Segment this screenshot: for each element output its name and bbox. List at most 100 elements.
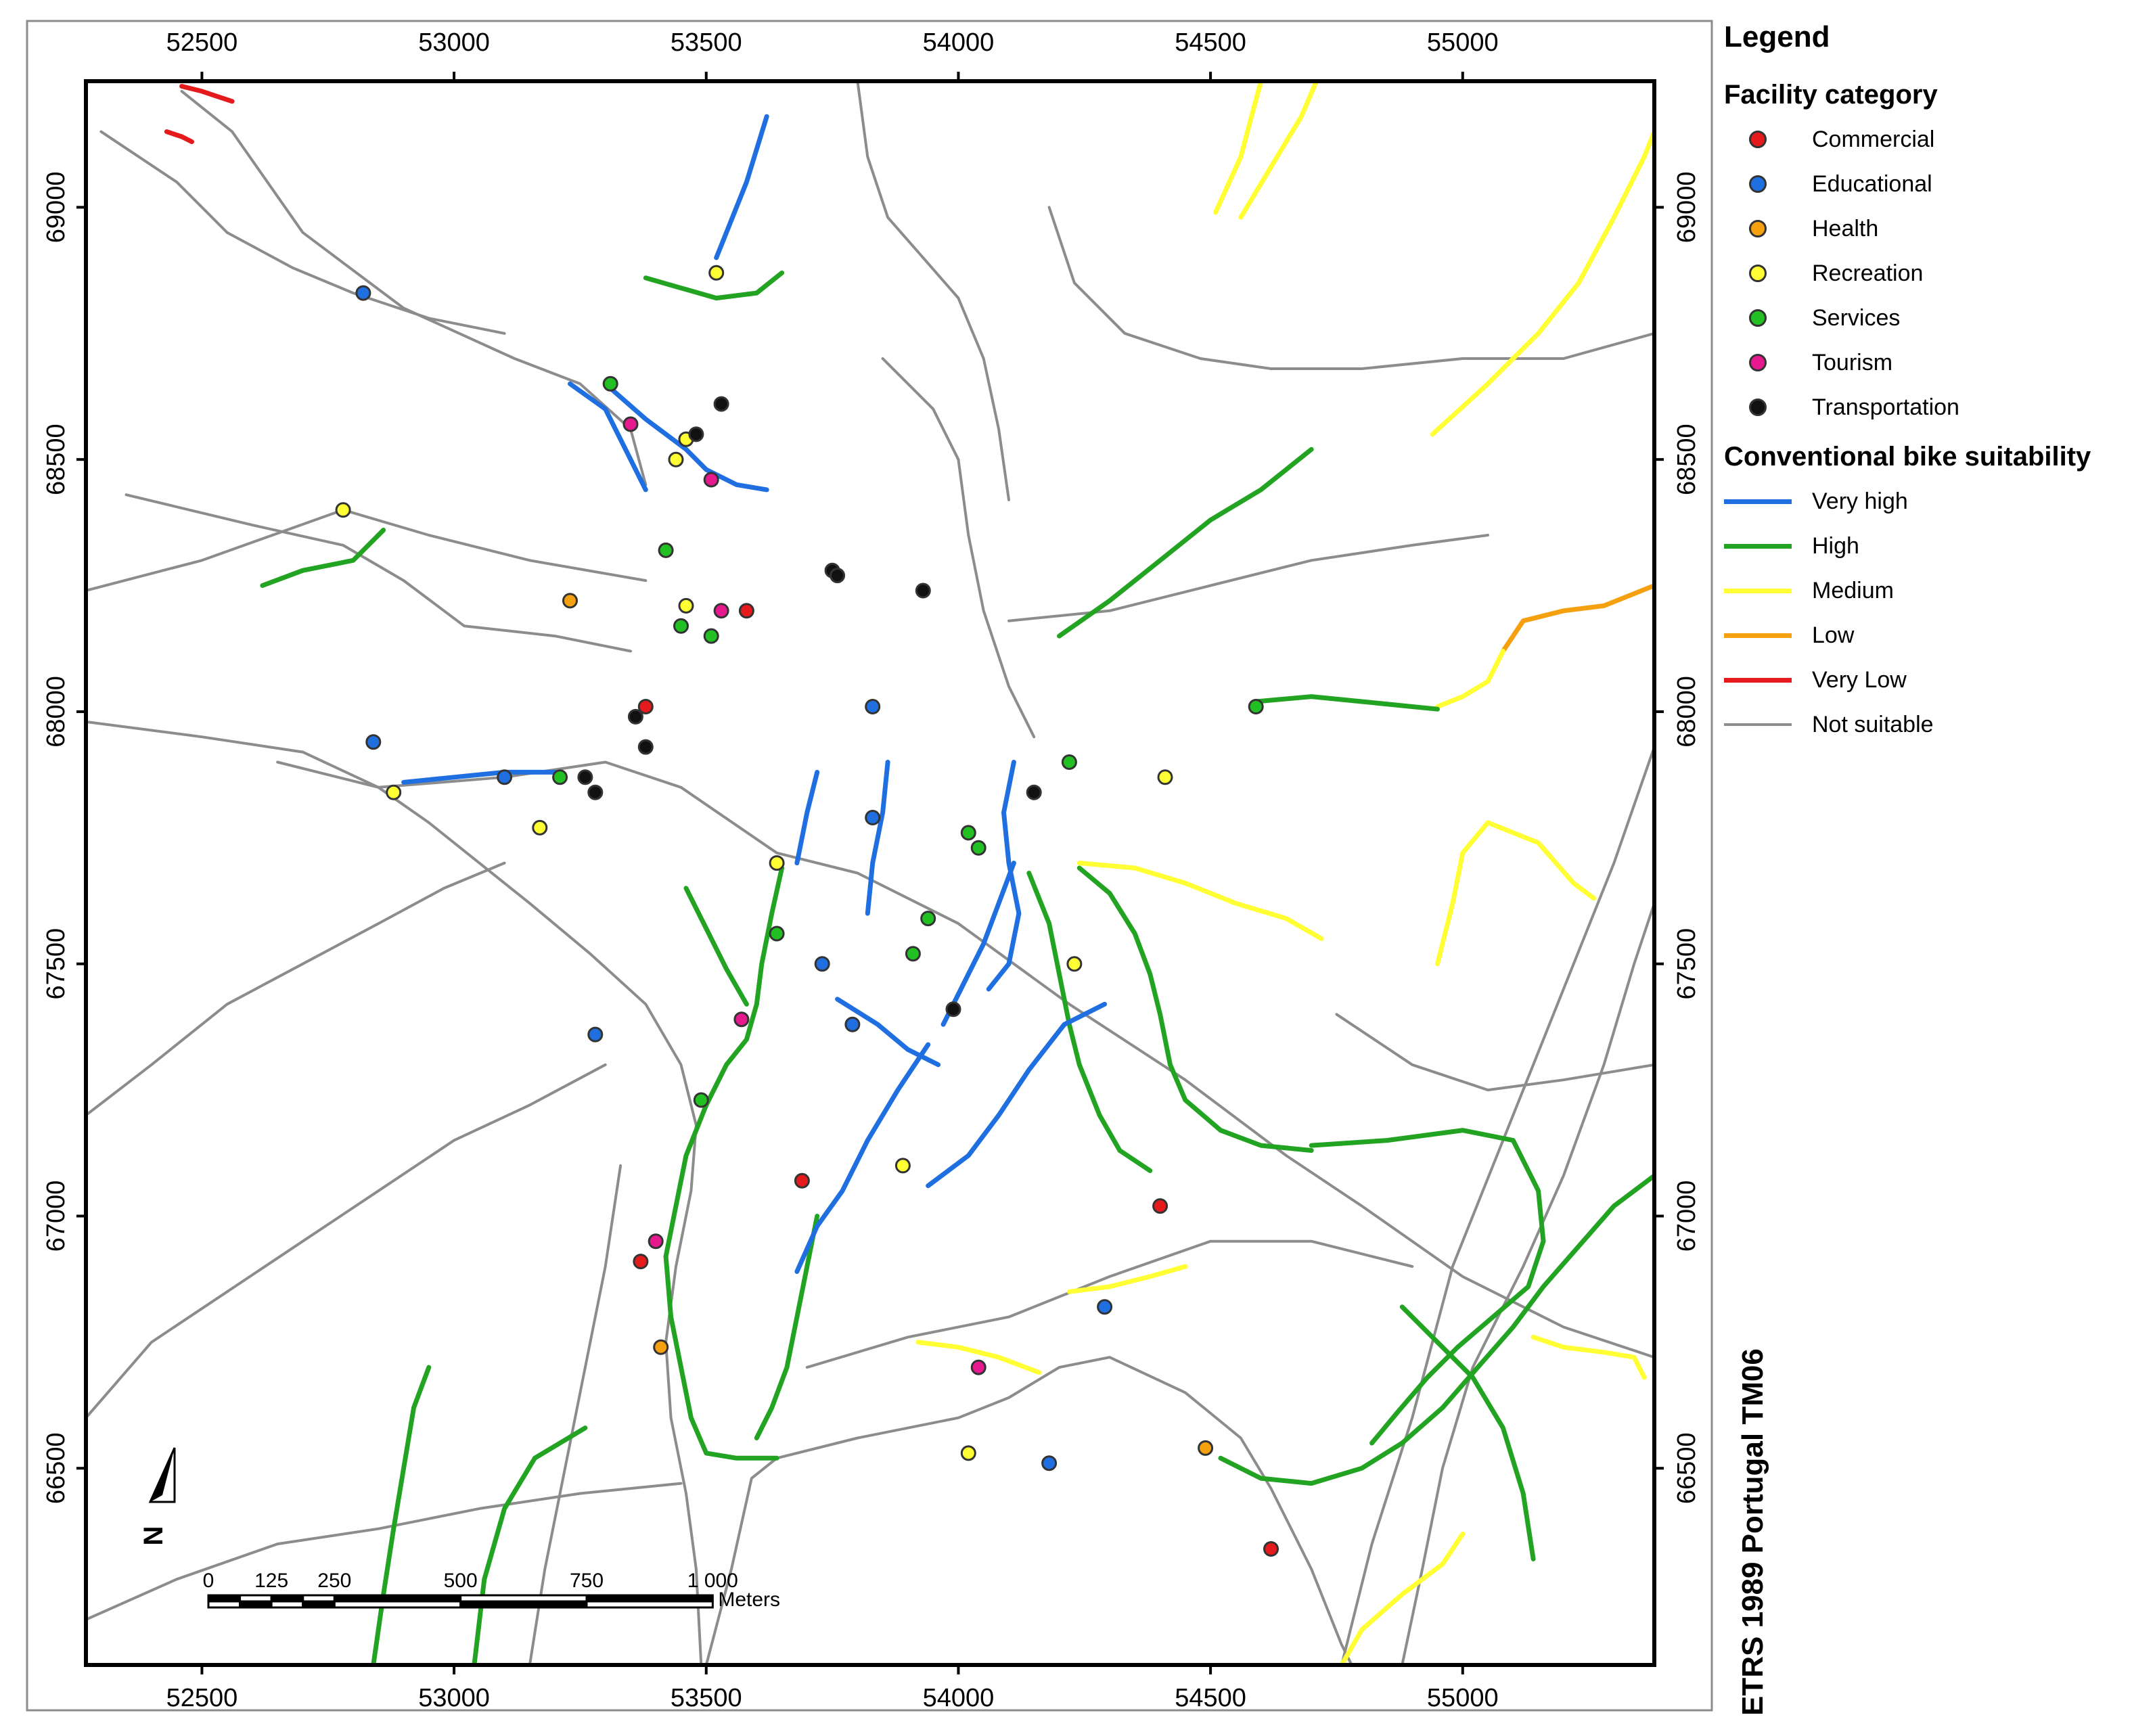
legend-item-commercial: Commercial xyxy=(1724,117,2123,162)
facility-marker-recreation xyxy=(678,597,694,614)
legend-item-health: Health xyxy=(1724,206,2123,251)
y-tick-label-right: 68500 xyxy=(1673,424,1701,495)
y-tick-label-right: 67000 xyxy=(1673,1181,1701,1252)
legend-item-educational: Educational xyxy=(1724,162,2123,206)
legend-label: Low xyxy=(1812,622,1855,648)
route-segment-high xyxy=(663,1254,779,1461)
scale-bar-segment-bottom xyxy=(302,1600,336,1609)
facility-marker-educational xyxy=(497,769,513,785)
y-tick-label-left: 66500 xyxy=(42,1432,70,1504)
legend-item-not-suitable: Not suitable xyxy=(1724,702,2123,747)
facility-marker-services xyxy=(552,769,568,785)
route-segment-medium xyxy=(1238,81,1319,220)
facility-marker-educational xyxy=(1041,1455,1058,1471)
legend-facility-title: Facility category xyxy=(1724,80,1938,110)
scale-bar-label: 0 xyxy=(203,1570,214,1592)
scale-bar-segment-bottom xyxy=(239,1600,273,1609)
legend-item-tourism: Tourism xyxy=(1724,340,2123,385)
scale-bar-unit: Meters xyxy=(718,1589,780,1611)
route-segment-high xyxy=(1253,694,1440,712)
facility-marker-transportation xyxy=(945,1001,961,1018)
facility-marker-transportation xyxy=(688,426,704,442)
route-segment-medium xyxy=(1213,81,1264,215)
facility-marker-health xyxy=(562,593,578,609)
legend-item-recreation: Recreation xyxy=(1724,251,2123,296)
scale-bar-segment-bottom xyxy=(207,1600,242,1609)
facility-marker-transportation xyxy=(915,583,931,599)
legend-item-services: Services xyxy=(1724,296,2123,340)
x-tick-label-bottom: 55000 xyxy=(1427,1684,1499,1712)
legend-label: Commercial xyxy=(1812,126,1935,152)
route-segment-high xyxy=(1309,1128,1546,1446)
facility-marker-transportation xyxy=(587,784,604,800)
facility-marker-transportation xyxy=(627,708,643,725)
y-tick-label-left: 68000 xyxy=(42,676,70,748)
facility-marker-tourism xyxy=(703,472,719,488)
route-segment-not-suitable xyxy=(704,1356,1353,1665)
legend-item-very-high: Very high xyxy=(1724,479,2123,524)
legend-line-icon xyxy=(1724,543,1792,549)
route-segment-not-suitable xyxy=(180,89,648,486)
scale-bar-segment-bottom xyxy=(333,1600,462,1609)
route-segment-not-suitable xyxy=(99,130,506,335)
legend-dot-icon xyxy=(1749,309,1767,327)
facility-marker-recreation xyxy=(960,1445,976,1461)
route-segment-high xyxy=(683,886,749,1007)
route-segment-not-suitable xyxy=(528,1164,622,1665)
legend-dot-icon xyxy=(1749,220,1767,237)
y-tick-label-left: 67500 xyxy=(42,928,70,1000)
facility-marker-transportation xyxy=(577,769,593,785)
legend-label: Educational xyxy=(1812,170,1932,197)
scale-bar-segment-bottom xyxy=(585,1600,714,1609)
legend-label: Very Low xyxy=(1812,666,1907,693)
route-segment-not-suitable xyxy=(1335,1013,1654,1092)
route-segment-high xyxy=(754,1214,820,1440)
scale-bar-segment-bottom xyxy=(270,1600,304,1609)
x-tick-label-top: 52500 xyxy=(166,28,238,57)
y-tick-label-right: 66500 xyxy=(1673,1432,1701,1504)
facility-marker-educational xyxy=(814,956,830,972)
facility-marker-transportation xyxy=(830,568,846,584)
facility-marker-transportation xyxy=(713,396,729,412)
x-tick-label-top: 54500 xyxy=(1175,28,1246,57)
route-segment-not-suitable xyxy=(86,720,703,1665)
route-segment-very-low xyxy=(179,84,235,104)
facility-marker-recreation xyxy=(532,819,548,836)
y-tick-label-left: 68500 xyxy=(42,424,70,495)
route-segment-very-high xyxy=(794,1042,931,1274)
route-segment-very-high xyxy=(714,114,769,260)
facility-marker-services xyxy=(1061,754,1077,770)
x-tick-label-bottom: 54500 xyxy=(1175,1684,1246,1712)
facility-marker-recreation xyxy=(335,502,351,518)
route-segment-very-high xyxy=(940,861,1016,1027)
route-segment-high xyxy=(1076,865,1314,1153)
legend-symbol xyxy=(1724,588,1792,593)
route-segment-medium xyxy=(1066,1264,1188,1294)
facility-marker-recreation xyxy=(894,1158,911,1174)
y-tick-label-left: 69000 xyxy=(42,172,70,244)
x-tick-label-bottom: 54000 xyxy=(923,1684,995,1712)
scale-bar-label: 250 xyxy=(317,1570,351,1592)
x-tick-label-bottom: 53500 xyxy=(671,1684,742,1712)
legend-symbol xyxy=(1724,220,1792,237)
legend-symbol xyxy=(1724,633,1792,638)
facility-marker-recreation xyxy=(769,855,785,871)
facility-marker-services xyxy=(673,618,689,634)
legend: Legend Facility category Commercial Educa… xyxy=(1724,20,2123,747)
route-segment-medium xyxy=(1076,861,1324,941)
legend-title: Legend xyxy=(1724,20,1830,53)
x-tick-label-top: 54000 xyxy=(923,28,995,57)
x-tick-label-top: 53500 xyxy=(671,28,742,57)
route-segment-not-suitable xyxy=(1047,206,1654,370)
facility-marker-recreation xyxy=(1066,956,1083,972)
route-segment-medium xyxy=(915,1340,1042,1375)
facility-marker-commercial xyxy=(1152,1198,1169,1214)
route-segment-not-suitable xyxy=(124,493,632,653)
north-arrow-icon: N xyxy=(139,1447,176,1545)
legend-label: Recreation xyxy=(1812,260,1924,286)
facility-marker-educational xyxy=(365,734,382,750)
route-segment-high xyxy=(1218,1173,1654,1486)
facility-marker-recreation xyxy=(1157,769,1173,785)
route-segment-very-high xyxy=(603,381,769,493)
legend-symbol xyxy=(1724,175,1792,193)
